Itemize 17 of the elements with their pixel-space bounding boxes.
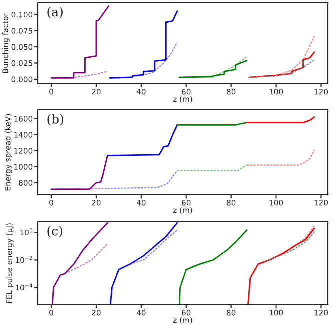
line-series	[248, 59, 316, 78]
line-series	[64, 243, 108, 274]
line-series	[130, 230, 178, 265]
line-series	[178, 230, 248, 305]
line-series	[107, 170, 178, 190]
line-series	[50, 155, 108, 190]
annotation: (a)	[48, 7, 63, 18]
line-series	[264, 232, 316, 262]
line-series	[178, 60, 248, 78]
line-series	[106, 124, 178, 156]
line-series	[248, 228, 316, 305]
annotation: (c)	[48, 226, 62, 238]
line-series	[110, 222, 178, 305]
line-series	[246, 150, 316, 166]
line-series	[248, 52, 316, 78]
line-series	[109, 10, 178, 79]
annotation: (b)	[48, 114, 64, 126]
